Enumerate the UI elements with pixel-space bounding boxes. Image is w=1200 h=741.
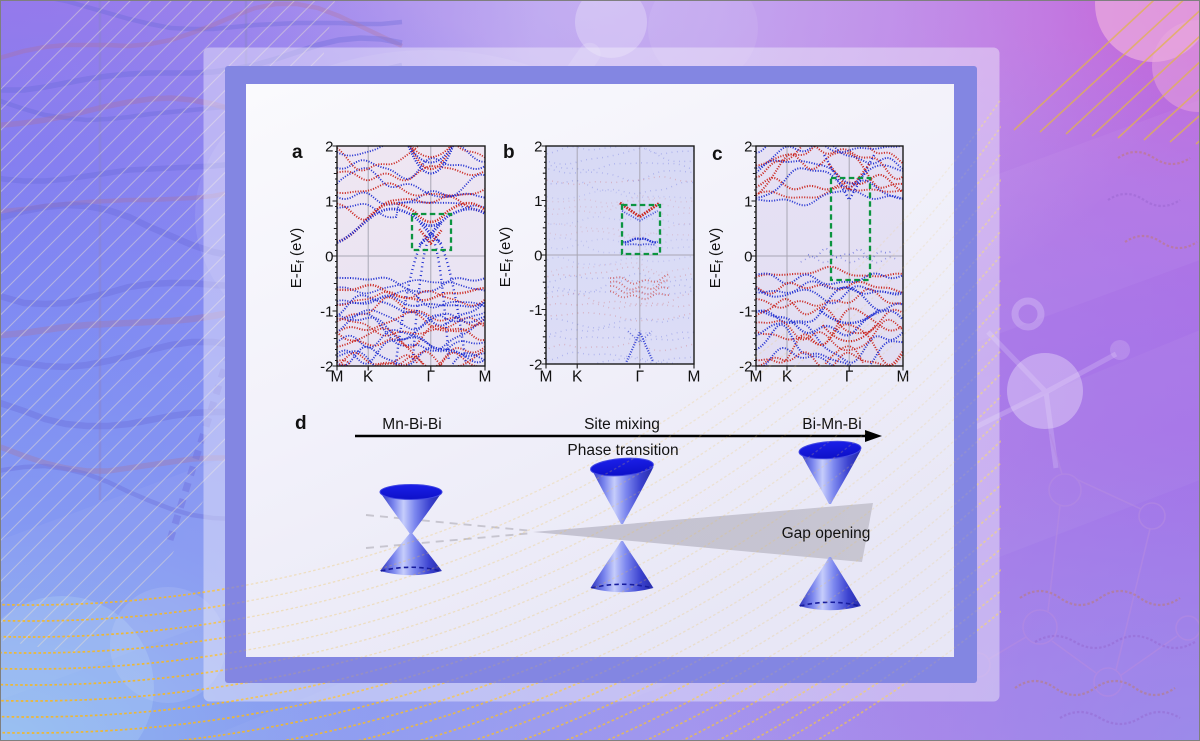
svg-text:-2: -2 [320, 358, 333, 375]
svg-text:-1: -1 [739, 303, 752, 320]
svg-text:1: 1 [325, 193, 333, 210]
svg-text:Γ: Γ [427, 369, 436, 386]
svg-text:-1: -1 [529, 302, 542, 319]
svg-text:2: 2 [325, 138, 333, 155]
svg-text:2: 2 [744, 138, 752, 155]
svg-text:Site mixing: Site mixing [584, 416, 660, 433]
svg-text:M: M [479, 369, 492, 386]
svg-text:d: d [295, 413, 307, 434]
svg-text:K: K [782, 369, 793, 386]
svg-text:2: 2 [534, 138, 542, 155]
svg-text:M: M [331, 369, 344, 386]
svg-text:b: b [503, 142, 515, 163]
svg-text:Γ: Γ [636, 369, 645, 386]
svg-text:0: 0 [744, 248, 752, 265]
svg-text:1: 1 [744, 193, 752, 210]
svg-text:0: 0 [534, 247, 542, 264]
svg-text:c: c [712, 144, 723, 165]
svg-text:-2: -2 [529, 356, 542, 373]
svg-text:E-Ef (eV): E-Ef (eV) [288, 228, 307, 289]
svg-text:E-Ef (eV): E-Ef (eV) [497, 227, 516, 288]
svg-text:M: M [540, 369, 553, 386]
svg-text:Phase transition: Phase transition [567, 442, 678, 459]
svg-text:M: M [688, 369, 701, 386]
svg-text:Mn-Bi-Bi: Mn-Bi-Bi [382, 416, 441, 433]
svg-text:K: K [572, 369, 583, 386]
svg-text:-1: -1 [320, 303, 333, 320]
svg-text:Bi-Mn-Bi: Bi-Mn-Bi [802, 416, 861, 433]
svg-text:a: a [292, 142, 303, 163]
svg-text:1: 1 [534, 193, 542, 210]
svg-text:0: 0 [325, 248, 333, 265]
svg-text:Gap opening: Gap opening [782, 525, 871, 542]
svg-text:M: M [750, 369, 763, 386]
svg-text:K: K [363, 369, 374, 386]
svg-text:E-Ef (eV): E-Ef (eV) [707, 228, 726, 289]
svg-text:Γ: Γ [845, 369, 854, 386]
